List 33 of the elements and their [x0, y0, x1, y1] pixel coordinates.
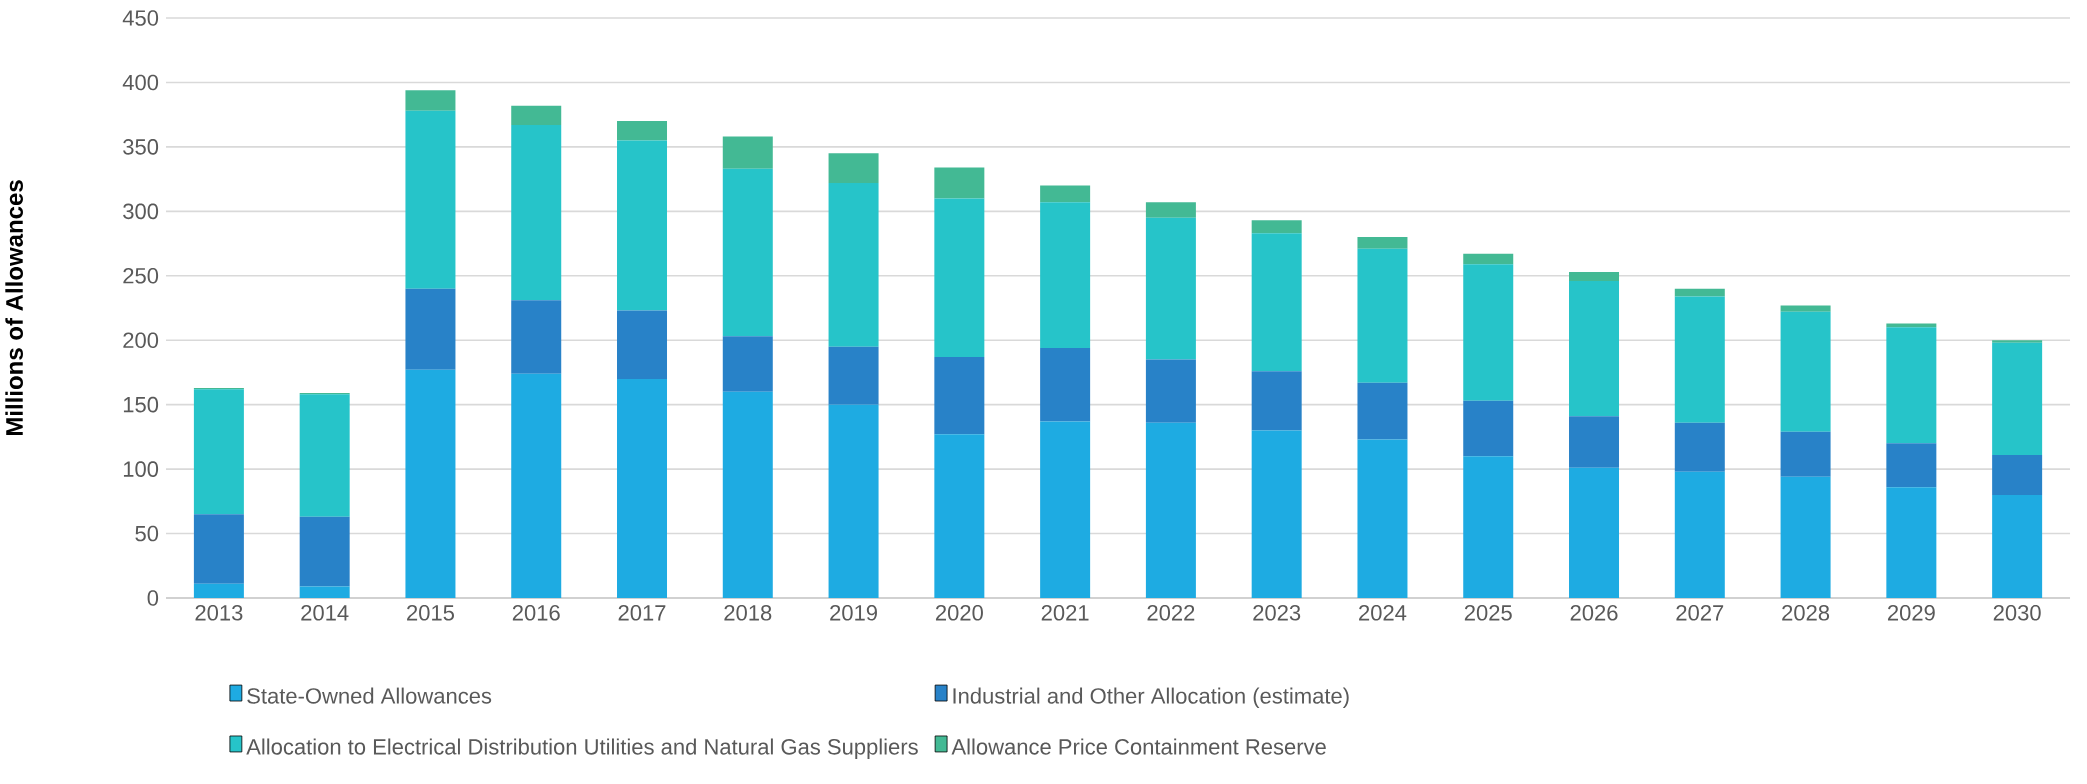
y-axis-title: Millions of Allowances	[5, 180, 23, 436]
legend-label: Allocation to Electrical Distribution Utilities and Natural Gas Suppliers	[246, 738, 918, 759]
y-tick-label: 200	[123, 332, 159, 349]
y-tick-label: 0	[147, 590, 159, 606]
y-tick-label: 150	[123, 396, 159, 413]
x-tick-label: 2017	[618, 605, 666, 621]
y-tick-label: 350	[123, 139, 159, 155]
x-tick-label: 2013	[195, 605, 243, 621]
x-tick-label: 2023	[1253, 605, 1301, 621]
y-tick-label: 300	[123, 203, 159, 220]
x-tick-label: 2020	[935, 605, 983, 621]
x-tick-label: 2015	[407, 605, 454, 621]
x-tick-label: 2029	[1887, 605, 1935, 621]
y-tick-label: 450	[122, 10, 159, 26]
y-tick-label: 400	[122, 74, 159, 91]
x-tick-label: 2027	[1676, 605, 1724, 621]
x-tick-label: 2018	[724, 605, 772, 621]
x-tick-label: 2026	[1570, 605, 1618, 621]
x-tick-label: 2028	[1782, 605, 1830, 621]
x-tick-label: 2021	[1041, 605, 1089, 621]
x-tick-label: 2014	[301, 605, 349, 621]
x-tick-label: 2024	[1359, 605, 1407, 621]
x-tick-label: 2022	[1147, 605, 1195, 621]
legend-label: Allowance Price Containment Reserve	[951, 738, 1326, 755]
y-tick-label: 250	[123, 267, 159, 284]
x-tick-label: 2019	[830, 605, 877, 621]
x-tick-label: 2016	[512, 605, 560, 621]
y-tick-label: 50	[135, 525, 159, 542]
x-tick-label: 2030	[1993, 605, 2041, 621]
legend-label: State-Owned Allowances	[247, 687, 492, 704]
x-tick-label: 2025	[1464, 605, 1512, 621]
legend-label: Industrial and Other Allocation (estimate)	[953, 687, 1349, 709]
y-tick-label: 100	[123, 461, 159, 477]
